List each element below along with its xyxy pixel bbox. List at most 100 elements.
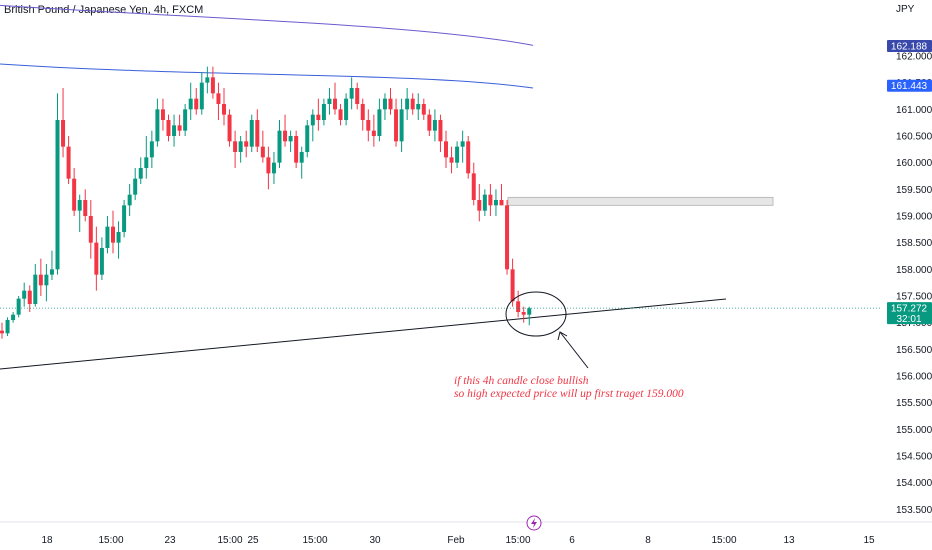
candle[interactable] [27, 285, 32, 312]
candle[interactable] [83, 189, 88, 222]
candle[interactable] [310, 109, 315, 142]
candle[interactable] [116, 221, 121, 259]
candle[interactable] [499, 184, 504, 206]
candle[interactable] [61, 88, 66, 158]
candle[interactable] [321, 98, 326, 126]
candle[interactable] [299, 146, 304, 179]
candle[interactable] [294, 130, 299, 168]
candle[interactable] [183, 104, 188, 136]
candle[interactable] [177, 114, 182, 136]
candle[interactable] [77, 194, 82, 232]
candle[interactable] [222, 88, 226, 126]
candle[interactable] [410, 93, 415, 115]
candle[interactable] [288, 130, 293, 152]
candle[interactable] [333, 82, 337, 115]
candle[interactable] [94, 226, 99, 291]
candle[interactable] [166, 114, 171, 142]
candle[interactable] [399, 98, 404, 152]
candle[interactable] [510, 258, 515, 307]
candle[interactable] [188, 82, 193, 120]
candle[interactable] [488, 184, 493, 216]
candle[interactable] [366, 109, 371, 142]
candle[interactable] [49, 250, 54, 280]
candle[interactable] [355, 82, 360, 110]
candle[interactable] [427, 109, 432, 136]
candle[interactable] [482, 189, 487, 216]
candle[interactable] [460, 130, 465, 163]
candle[interactable] [527, 306, 532, 326]
candle[interactable] [416, 93, 421, 120]
candle[interactable] [255, 109, 260, 152]
candle[interactable] [466, 136, 471, 179]
candle[interactable] [421, 98, 426, 120]
candle[interactable] [105, 216, 110, 254]
candle[interactable] [349, 77, 354, 110]
candle[interactable] [277, 120, 282, 168]
candle[interactable] [172, 114, 177, 147]
candle[interactable] [249, 114, 254, 152]
candle[interactable] [210, 66, 215, 99]
candle[interactable] [405, 88, 410, 120]
candle[interactable] [377, 98, 382, 142]
candle[interactable] [160, 98, 165, 131]
candle[interactable] [371, 114, 376, 147]
candle[interactable] [438, 114, 443, 152]
candle[interactable] [66, 136, 71, 184]
candle[interactable] [388, 88, 393, 115]
candle[interactable] [521, 306, 526, 323]
candle[interactable] [477, 184, 482, 222]
candle[interactable] [305, 120, 310, 158]
candle[interactable] [244, 130, 249, 158]
candle[interactable] [271, 152, 276, 184]
candle[interactable] [111, 210, 115, 254]
candle[interactable] [144, 136, 149, 179]
candle[interactable] [516, 290, 521, 318]
candle[interactable] [344, 93, 349, 126]
x-tick-label: 15:00 [98, 535, 123, 546]
candle[interactable] [127, 184, 132, 216]
candle[interactable] [216, 82, 221, 120]
candle[interactable] [194, 88, 199, 115]
candle[interactable] [33, 264, 38, 307]
candle[interactable] [0, 322, 4, 339]
candle[interactable] [260, 130, 265, 163]
candle[interactable] [338, 104, 343, 126]
candle[interactable] [72, 168, 77, 216]
candle[interactable] [55, 93, 60, 275]
candle[interactable] [316, 98, 321, 131]
candle[interactable] [471, 162, 476, 206]
candle-body [266, 157, 271, 174]
candle[interactable] [238, 136, 243, 163]
candle[interactable] [122, 200, 127, 238]
candle[interactable] [493, 189, 498, 216]
candle[interactable] [266, 146, 271, 190]
candle[interactable] [199, 72, 204, 115]
candle[interactable] [44, 264, 49, 302]
candle[interactable] [382, 93, 387, 120]
candle[interactable] [11, 312, 16, 323]
candle[interactable] [149, 130, 154, 168]
candle[interactable] [88, 200, 93, 259]
candle[interactable] [283, 114, 288, 147]
candle[interactable] [327, 88, 332, 115]
candle[interactable] [16, 296, 21, 318]
candle[interactable] [38, 258, 43, 296]
candle[interactable] [455, 141, 460, 168]
candle[interactable] [505, 200, 510, 275]
candle[interactable] [233, 130, 238, 168]
candle[interactable] [394, 98, 399, 147]
candle[interactable] [133, 168, 138, 200]
candle[interactable] [155, 98, 160, 147]
lightning-icon[interactable] [526, 515, 542, 531]
candle[interactable] [449, 146, 454, 174]
candle[interactable] [99, 237, 104, 280]
candle[interactable] [22, 282, 27, 307]
candle[interactable] [205, 66, 210, 94]
candle[interactable] [5, 317, 10, 336]
candle[interactable] [227, 109, 232, 147]
candle[interactable] [360, 98, 365, 131]
candle[interactable] [432, 109, 437, 142]
candle[interactable] [444, 130, 448, 168]
candle[interactable] [138, 157, 143, 184]
